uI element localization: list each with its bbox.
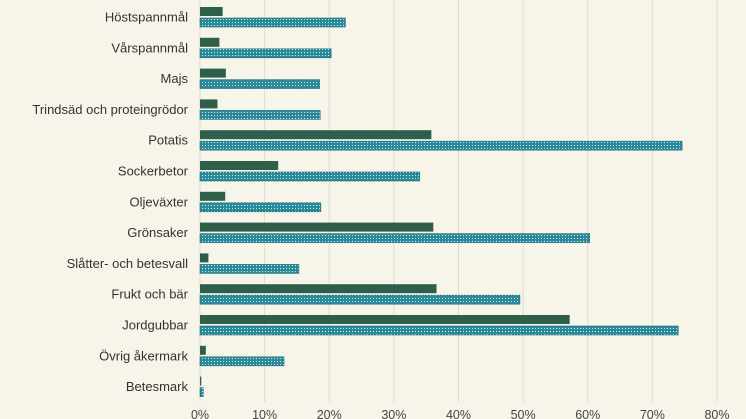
- bar-series-1: [200, 130, 432, 140]
- x-tick-label: 0%: [191, 408, 209, 419]
- bar-series-1: [200, 191, 226, 201]
- category-label: Sockerbetor: [118, 164, 189, 179]
- x-tick-label: 30%: [381, 408, 406, 419]
- bar-series-2: [199, 48, 332, 59]
- bar-series-2: [199, 233, 590, 243]
- x-tick-label: 60%: [575, 408, 600, 419]
- gridlines: [199, 0, 718, 402]
- bar-series-1: [200, 68, 226, 78]
- bar-series-1: [200, 161, 279, 170]
- category-label: Höstspannmål: [105, 10, 188, 25]
- bar-series-2: [199, 294, 521, 305]
- x-tick-label: 40%: [446, 408, 471, 419]
- x-tick-label: 20%: [317, 408, 342, 419]
- x-axis-ticks: 0% 10% 20% 30% 40% 50% 60% 70% 80%: [191, 408, 730, 419]
- category-label: Vårspannmål: [111, 40, 188, 55]
- bar-series-1: [200, 7, 223, 16]
- bar-series-2: [199, 325, 679, 336]
- bar-series-2: [199, 171, 421, 182]
- bar-series-1: [200, 315, 570, 324]
- bar-series-1: [200, 222, 434, 232]
- category-label: Oljeväxter: [129, 194, 188, 209]
- bar-series-2: [199, 264, 300, 274]
- bar-series-2: [199, 387, 204, 397]
- bars: [199, 7, 683, 397]
- x-tick-label: 70%: [640, 408, 665, 419]
- bar-series-1: [200, 37, 220, 47]
- category-label: Frukt och bär: [111, 287, 188, 302]
- bar-series-1: [200, 99, 218, 109]
- x-tick-label: 10%: [252, 408, 277, 419]
- bar-series-2: [199, 110, 321, 120]
- bar-series-1: [200, 376, 202, 386]
- bar-series-1: [200, 253, 209, 263]
- category-label: Potatis: [148, 133, 188, 148]
- bar-series-2: [199, 17, 346, 28]
- x-tick-label: 80%: [704, 408, 729, 419]
- bar-series-2: [199, 356, 285, 367]
- bar-series-2: [199, 140, 683, 151]
- category-label: Jordgubbar: [122, 318, 188, 333]
- bar-series-1: [200, 284, 437, 294]
- category-label: Slåtter- och betesvall: [67, 256, 189, 271]
- category-label: Majs: [161, 71, 189, 86]
- category-label: Betesmark: [126, 379, 189, 394]
- x-tick-label: 50%: [511, 408, 536, 419]
- category-label: Trindsäd och proteingrödor: [32, 102, 188, 117]
- category-labels: Höstspannmål Vårspannmål Majs Trindsäd och …: [32, 10, 188, 395]
- bar-series-1: [200, 345, 206, 355]
- category-label: Grönsaker: [127, 225, 188, 240]
- category-label: Övrig åkermark: [99, 348, 188, 363]
- bar-series-2: [199, 79, 320, 89]
- bar-series-2: [199, 202, 322, 213]
